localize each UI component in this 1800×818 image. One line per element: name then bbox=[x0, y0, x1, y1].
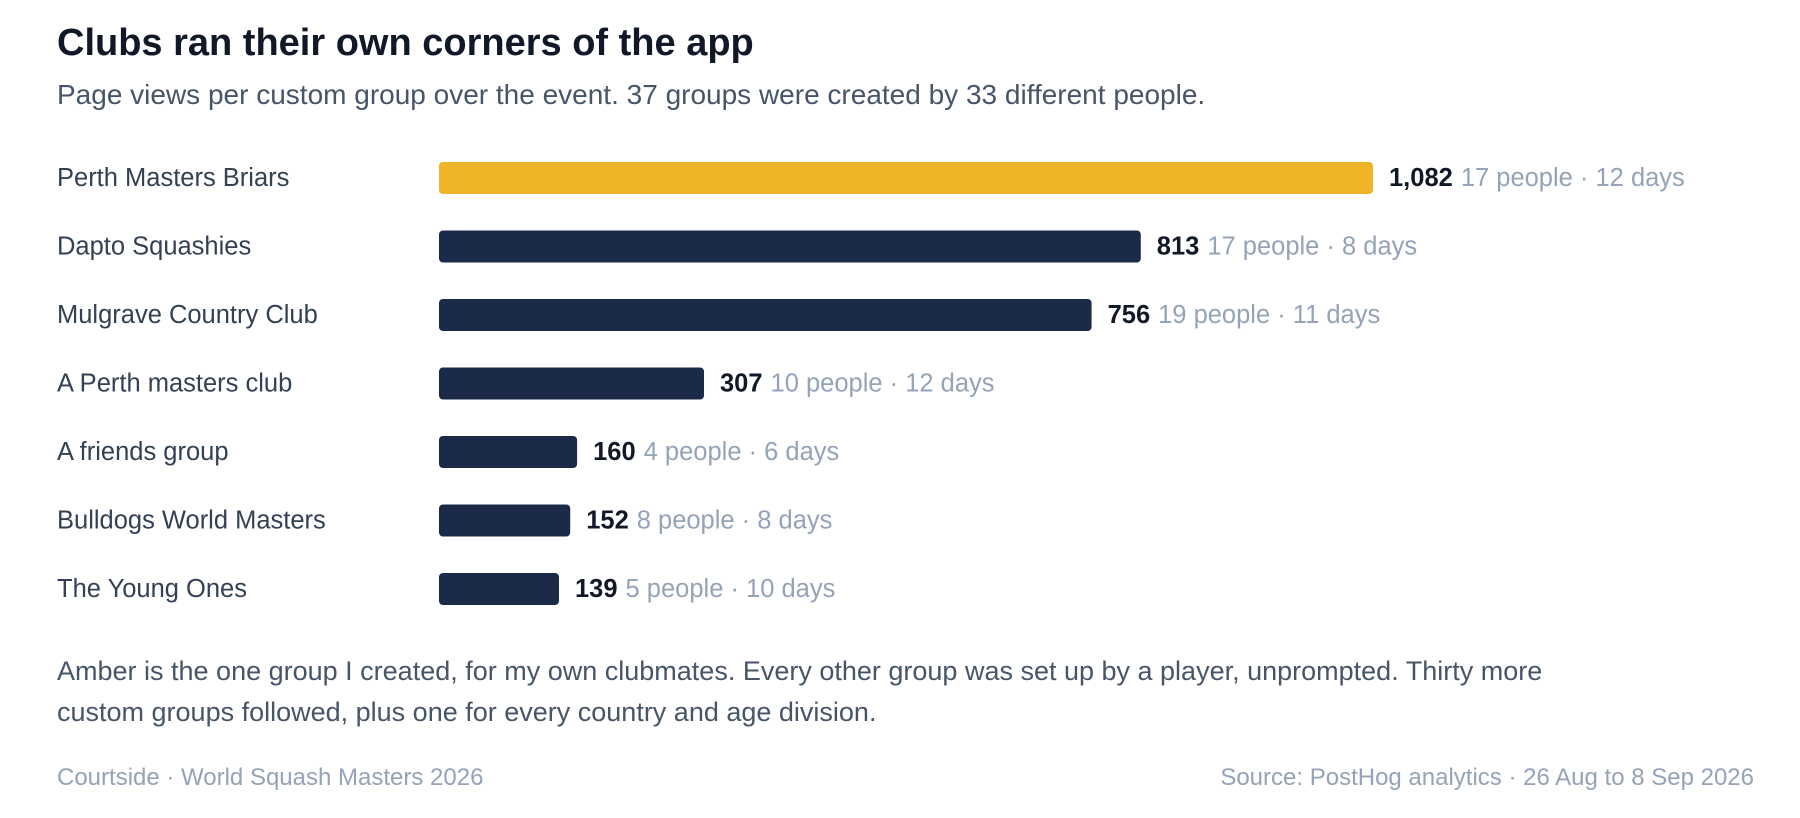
meta-label: 10 people · 12 days bbox=[771, 370, 995, 398]
category-label: Bulldogs World Masters bbox=[57, 507, 326, 535]
value-label: 307 bbox=[720, 370, 763, 398]
meta-label: 8 people · 8 days bbox=[637, 507, 833, 535]
chart-subtitle: Page views per custom group over the eve… bbox=[57, 79, 1206, 110]
bar-row: Mulgrave Country Club 756 19 people · 11 d… bbox=[57, 299, 1380, 331]
chart-note: Amber is the one group I created, for my… bbox=[57, 656, 1543, 727]
meta-label: 17 people · 12 days bbox=[1461, 164, 1685, 192]
bar-annotation: 1,082 17 people · 12 days bbox=[1389, 164, 1685, 192]
bar-annotation: 160 4 people · 6 days bbox=[593, 438, 839, 466]
bar-row: A friends group 160 4 people · 6 days bbox=[57, 436, 839, 468]
bar-annotation: 139 5 people · 10 days bbox=[575, 575, 835, 603]
bar bbox=[439, 367, 705, 400]
category-label: Perth Masters Briars bbox=[57, 164, 289, 192]
bar-annotation: 307 10 people · 12 days bbox=[720, 370, 995, 398]
bar-row: The Young Ones 139 5 people · 10 days bbox=[57, 573, 835, 605]
bar-row: Perth Masters Briars 1,082 17 people · 12 … bbox=[57, 162, 1685, 194]
category-label: Mulgrave Country Club bbox=[57, 301, 318, 329]
bar bbox=[439, 573, 559, 605]
value-label: 160 bbox=[593, 438, 636, 466]
bar bbox=[439, 162, 1373, 194]
bar bbox=[439, 299, 1092, 331]
value-label: 152 bbox=[586, 507, 629, 535]
footer-credit: Courtside · World Squash Masters 2026 bbox=[57, 764, 484, 791]
chart-title: Clubs ran their own corners of the app bbox=[57, 22, 754, 64]
value-label: 756 bbox=[1108, 301, 1151, 329]
bar bbox=[439, 230, 1141, 263]
bar-annotation: 152 8 people · 8 days bbox=[586, 507, 832, 535]
category-label: A friends group bbox=[57, 438, 229, 466]
meta-label: 5 people · 10 days bbox=[626, 575, 836, 603]
bar-annotation: 756 19 people · 11 days bbox=[1108, 301, 1381, 329]
bar-row: A Perth masters club 307 10 people · 12 da… bbox=[57, 367, 995, 400]
bar-annotation: 813 17 people · 8 days bbox=[1157, 233, 1417, 261]
value-label: 1,082 bbox=[1389, 164, 1453, 192]
bar-row: Dapto Squashies 813 17 people · 8 days bbox=[57, 230, 1417, 263]
category-label: A Perth masters club bbox=[57, 370, 292, 398]
category-label: Dapto Squashies bbox=[57, 233, 251, 261]
meta-label: 4 people · 6 days bbox=[644, 438, 840, 466]
value-label: 813 bbox=[1157, 233, 1200, 261]
meta-label: 17 people · 8 days bbox=[1207, 233, 1417, 261]
bar-row: Bulldogs World Masters 152 8 people · 8 da… bbox=[57, 504, 832, 537]
bar bbox=[439, 436, 578, 468]
category-label: The Young Ones bbox=[57, 575, 247, 603]
meta-label: 19 people · 11 days bbox=[1158, 301, 1380, 329]
value-label: 139 bbox=[575, 575, 618, 603]
footer-source: Source: PostHog analytics · 26 Aug to 8 … bbox=[1220, 764, 1754, 791]
bar bbox=[439, 504, 571, 537]
